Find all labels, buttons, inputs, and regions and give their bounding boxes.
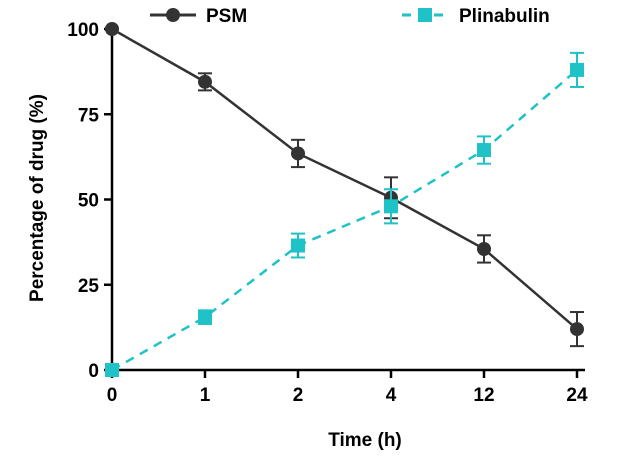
y-tick-label: 25 — [78, 276, 100, 297]
x-ticks: 0 1 2 4 12 24 — [107, 370, 588, 406]
series-layer — [105, 22, 584, 377]
y-axis-title: Percentage of drug (%) — [27, 94, 48, 302]
y-ticks: 0 25 50 75 100 — [67, 20, 112, 382]
series-line-plinabulin — [111, 68, 578, 372]
legend-item-plinabulin: Plinabulin — [402, 6, 550, 27]
x-tick-label: 12 — [473, 385, 494, 406]
legend-item-psm: PSM — [150, 6, 247, 27]
data-point-plinabulin — [105, 363, 119, 377]
data-point-psm — [105, 22, 119, 36]
series-psm — [105, 22, 584, 348]
data-point-plinabulin — [384, 199, 398, 214]
x-tick-label: 1 — [200, 385, 211, 406]
legend-plinabulin-label: Plinabulin — [459, 6, 550, 27]
y-tick-label: 50 — [78, 191, 99, 212]
y-tick-label: 0 — [88, 361, 99, 382]
data-point-plinabulin — [570, 62, 584, 77]
data-point-psm — [198, 74, 212, 89]
x-tick-label: 2 — [293, 385, 304, 406]
legend-psm-marker — [166, 8, 180, 22]
x-tick-label: 24 — [566, 385, 588, 406]
data-point-psm — [477, 241, 491, 256]
y-tick-label: 100 — [67, 20, 99, 41]
series-line-psm — [111, 27, 578, 331]
x-tick-label: 4 — [386, 385, 397, 406]
data-point-plinabulin — [198, 310, 212, 325]
y-tick-label: 75 — [78, 105, 100, 126]
data-point-psm — [291, 146, 305, 161]
x-tick-label: 0 — [107, 385, 118, 406]
data-point-plinabulin — [477, 143, 491, 158]
data-point-psm — [570, 322, 584, 337]
data-point-plinabulin — [291, 238, 305, 253]
series-plinabulin — [105, 51, 584, 377]
axes — [110, 27, 585, 372]
x-axis-title: Time (h) — [328, 430, 402, 451]
legend: PSM Plinabulin — [150, 6, 550, 27]
legend-plinabulin-marker — [418, 8, 432, 22]
legend-psm-label: PSM — [206, 6, 247, 27]
